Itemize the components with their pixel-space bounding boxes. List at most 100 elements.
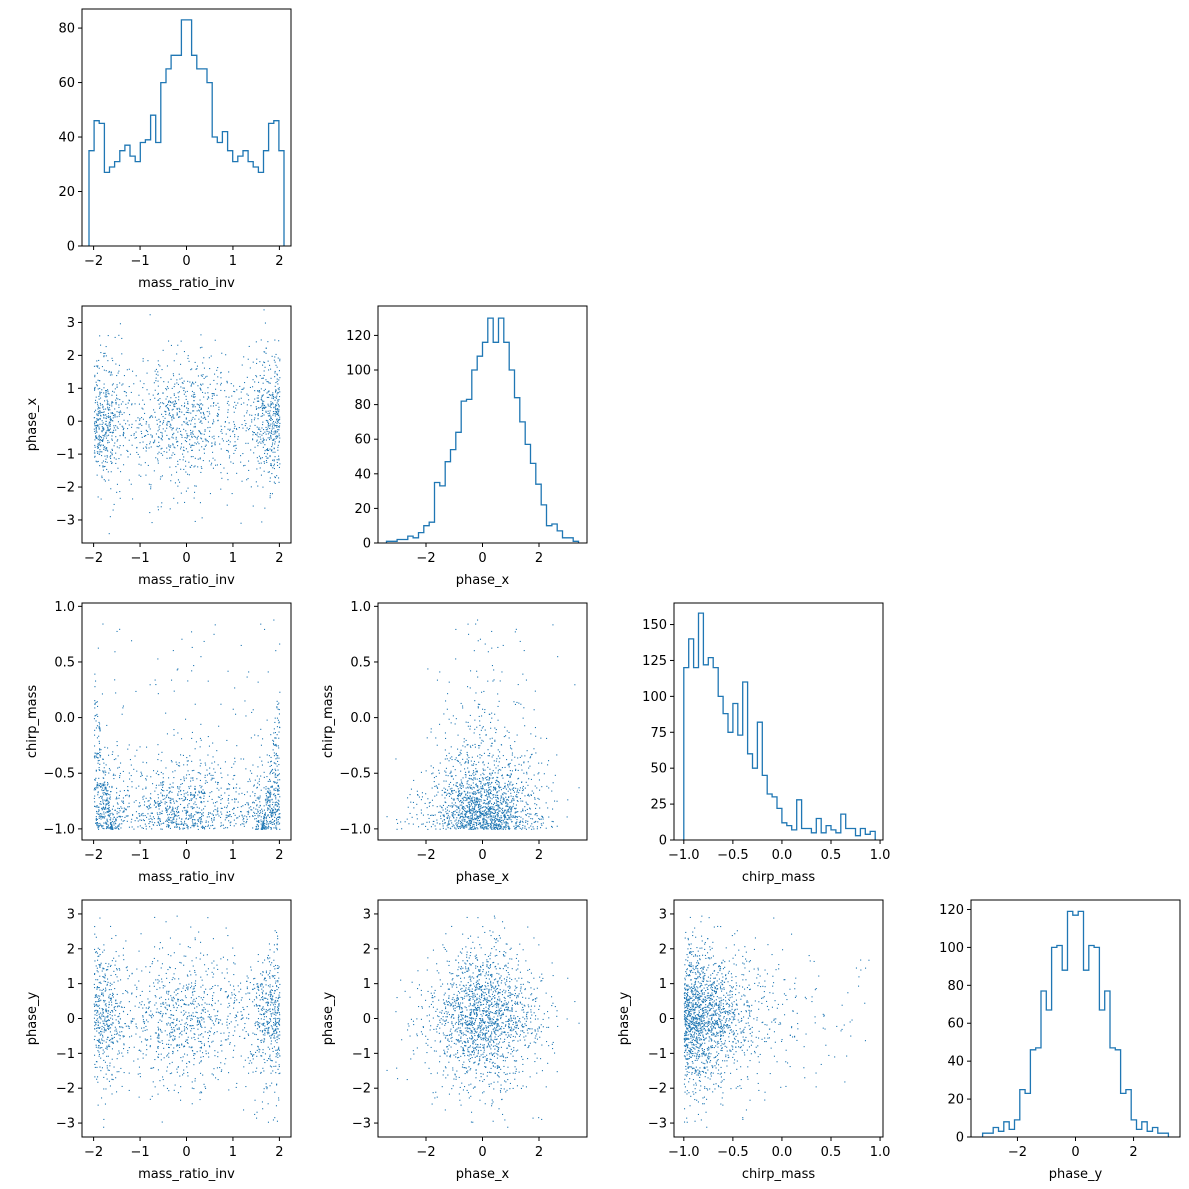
data-point	[168, 414, 170, 416]
data-point	[512, 789, 514, 791]
data-point	[177, 479, 179, 481]
data-point	[271, 810, 273, 812]
data-point	[214, 444, 216, 446]
data-point	[481, 727, 483, 729]
data-point	[245, 430, 247, 432]
data-point	[502, 777, 504, 779]
data-point	[258, 820, 260, 822]
data-point	[159, 407, 161, 409]
data-point	[471, 816, 473, 818]
data-point	[261, 405, 263, 407]
data-point	[521, 828, 523, 830]
data-point	[527, 794, 529, 796]
data-point	[274, 774, 276, 776]
data-point	[220, 772, 222, 774]
data-point	[177, 344, 179, 346]
data-point	[107, 782, 109, 784]
data-point	[142, 387, 144, 389]
data-point	[191, 390, 193, 392]
data-point	[160, 760, 162, 762]
data-point	[208, 460, 210, 462]
data-point	[185, 465, 187, 467]
data-point	[189, 755, 191, 757]
data-point	[468, 797, 470, 799]
data-point	[166, 451, 168, 453]
data-point	[174, 447, 176, 449]
data-point	[497, 819, 499, 821]
data-point	[189, 443, 191, 445]
data-point	[277, 809, 279, 811]
data-point	[157, 818, 159, 820]
data-point	[122, 811, 124, 813]
data-point	[190, 423, 192, 425]
data-point	[465, 739, 467, 741]
data-point	[114, 679, 116, 681]
data-point	[147, 806, 149, 808]
data-point	[267, 420, 269, 422]
data-point	[502, 819, 504, 821]
data-point	[187, 408, 189, 410]
data-point	[276, 700, 278, 702]
data-point	[180, 783, 182, 785]
data-point	[115, 403, 117, 405]
data-point	[502, 755, 504, 757]
data-point	[97, 439, 99, 441]
data-point	[262, 824, 264, 826]
data-point	[487, 680, 489, 682]
data-point	[273, 423, 275, 425]
data-point	[476, 803, 478, 805]
data-point	[187, 487, 189, 489]
data-point	[276, 827, 278, 829]
data-point	[262, 440, 264, 442]
y-tick-label: 60	[354, 433, 371, 448]
data-point	[450, 772, 452, 774]
data-point	[460, 800, 462, 802]
data-point	[100, 397, 102, 399]
data-point	[124, 816, 126, 818]
data-point	[129, 414, 131, 416]
data-point	[263, 820, 265, 822]
data-point	[196, 812, 198, 814]
data-point	[276, 757, 278, 759]
data-point	[278, 455, 280, 457]
data-point	[174, 482, 176, 484]
data-point	[497, 826, 499, 828]
data-point	[115, 692, 117, 694]
data-point	[483, 828, 485, 830]
data-point	[257, 413, 259, 415]
data-point	[428, 802, 430, 804]
data-point	[263, 400, 265, 402]
data-point	[480, 793, 482, 795]
data-point	[163, 403, 165, 405]
data-point	[527, 820, 529, 822]
data-point	[478, 715, 480, 717]
data-point	[118, 411, 120, 413]
data-point	[109, 428, 111, 430]
data-point	[186, 436, 188, 438]
data-point	[185, 818, 187, 820]
data-point	[265, 426, 267, 428]
data-point	[482, 822, 484, 824]
data-point	[181, 823, 183, 825]
data-point	[511, 799, 513, 801]
data-point	[257, 428, 259, 430]
data-point	[190, 466, 192, 468]
data-point	[471, 808, 473, 810]
data-point	[121, 337, 123, 339]
data-point	[107, 811, 109, 813]
data-point	[274, 441, 276, 443]
data-point	[214, 339, 216, 341]
data-point	[200, 773, 202, 775]
data-point	[141, 774, 143, 776]
data-point	[507, 784, 509, 786]
data-point	[468, 820, 470, 822]
data-point	[486, 802, 488, 804]
data-point	[436, 806, 438, 808]
data-point	[185, 398, 187, 400]
data-point	[233, 763, 235, 765]
data-point	[505, 796, 507, 798]
data-point	[233, 390, 235, 392]
data-point	[274, 795, 276, 797]
data-point	[203, 433, 205, 435]
data-point	[452, 778, 454, 780]
